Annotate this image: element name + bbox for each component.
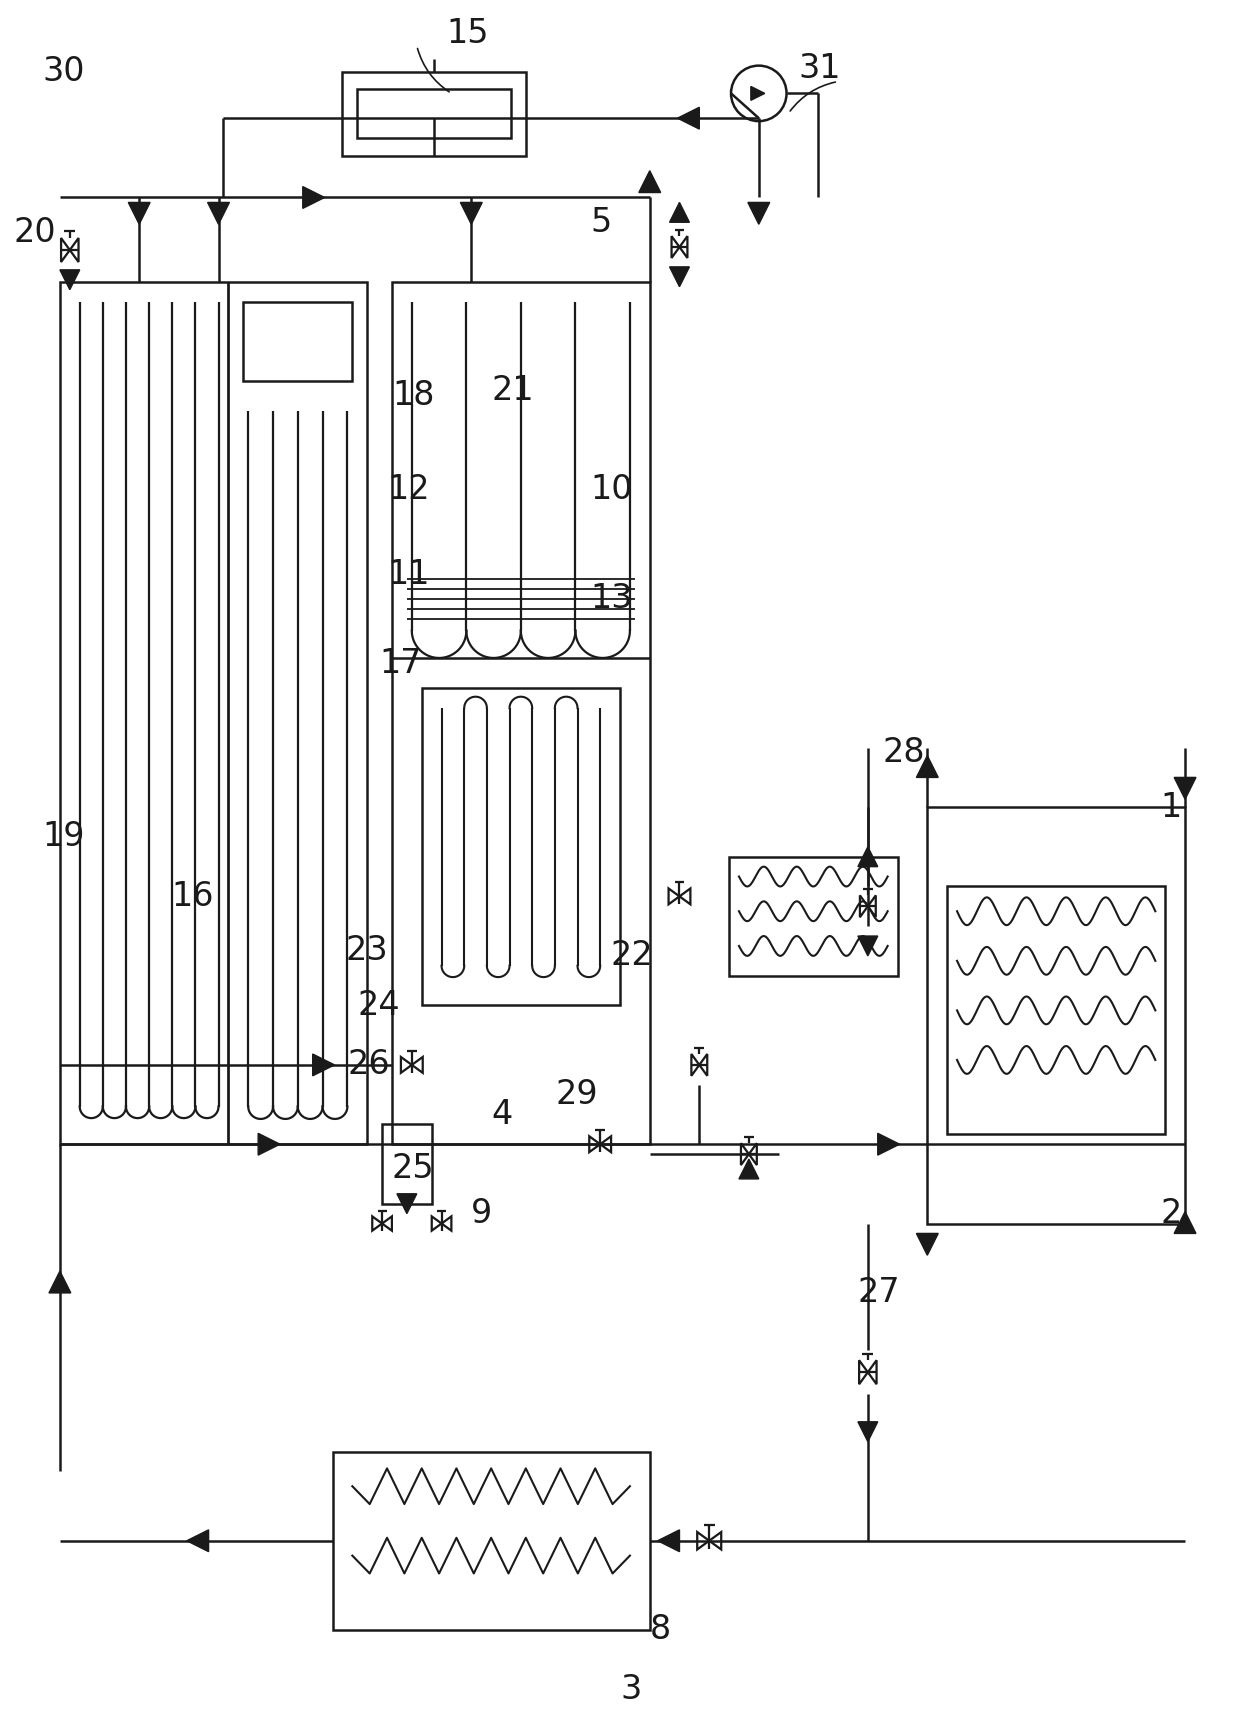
Polygon shape <box>639 171 661 192</box>
Polygon shape <box>460 202 482 224</box>
Polygon shape <box>397 1194 417 1213</box>
Polygon shape <box>258 1134 280 1155</box>
Text: 19: 19 <box>42 821 84 853</box>
Text: 30: 30 <box>42 55 84 87</box>
Polygon shape <box>739 1160 759 1179</box>
Polygon shape <box>916 755 939 778</box>
Bar <box>382 1124 432 1204</box>
Text: 2: 2 <box>1161 1197 1182 1230</box>
Text: 1: 1 <box>1161 791 1182 824</box>
Text: 28: 28 <box>883 737 925 769</box>
Polygon shape <box>303 187 325 209</box>
Bar <box>392 281 650 1144</box>
Text: 3: 3 <box>620 1674 641 1706</box>
Text: 22: 22 <box>610 939 652 973</box>
Polygon shape <box>207 202 229 224</box>
Bar <box>332 1451 650 1631</box>
Text: 21: 21 <box>491 375 533 408</box>
Polygon shape <box>128 202 150 224</box>
Polygon shape <box>60 271 79 289</box>
Polygon shape <box>1174 778 1195 800</box>
Polygon shape <box>916 1233 939 1256</box>
Polygon shape <box>670 202 689 223</box>
Text: 23: 23 <box>346 934 388 968</box>
Text: 29: 29 <box>556 1077 598 1112</box>
Bar <box>422 689 620 1006</box>
Text: 4: 4 <box>491 1098 512 1131</box>
Bar <box>729 856 898 976</box>
Polygon shape <box>878 1134 899 1155</box>
Text: 9: 9 <box>471 1197 492 1230</box>
Text: 25: 25 <box>392 1153 434 1185</box>
Polygon shape <box>670 267 689 286</box>
Polygon shape <box>312 1053 335 1076</box>
Polygon shape <box>677 108 699 128</box>
Text: 20: 20 <box>14 216 56 248</box>
Polygon shape <box>748 202 770 224</box>
Bar <box>243 301 352 380</box>
Polygon shape <box>858 935 878 956</box>
Polygon shape <box>187 1530 208 1552</box>
Polygon shape <box>858 846 878 867</box>
Bar <box>928 807 1185 1223</box>
Text: 16: 16 <box>171 880 213 913</box>
Text: 26: 26 <box>347 1048 391 1081</box>
Polygon shape <box>858 1422 878 1442</box>
Bar <box>342 72 526 156</box>
Text: 18: 18 <box>392 379 434 413</box>
Text: 13: 13 <box>590 582 632 615</box>
Text: 15: 15 <box>446 17 489 50</box>
Text: 17: 17 <box>379 648 422 680</box>
Text: 24: 24 <box>357 988 401 1023</box>
Bar <box>947 886 1166 1134</box>
Text: 8: 8 <box>650 1614 671 1646</box>
Text: 12: 12 <box>387 473 429 507</box>
Text: 5: 5 <box>590 206 611 238</box>
Polygon shape <box>657 1530 680 1552</box>
Polygon shape <box>1174 1211 1195 1233</box>
Polygon shape <box>751 86 765 101</box>
Text: 27: 27 <box>858 1276 900 1309</box>
Text: 31: 31 <box>799 51 841 86</box>
Bar <box>60 281 367 1144</box>
Polygon shape <box>50 1271 71 1293</box>
Text: 11: 11 <box>387 558 429 591</box>
Bar <box>357 89 511 139</box>
Text: 10: 10 <box>590 473 632 507</box>
